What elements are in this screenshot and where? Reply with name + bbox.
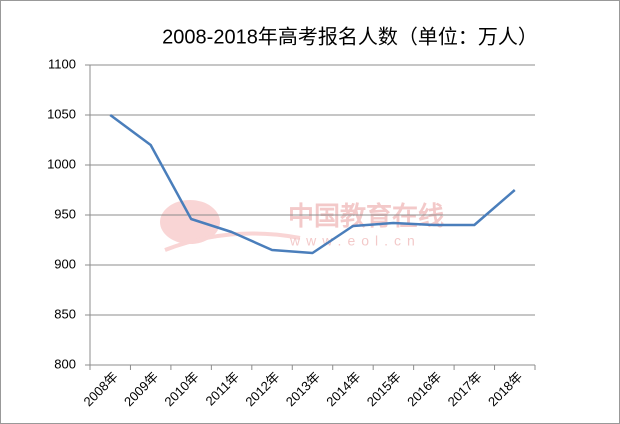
y-tick-label: 1100 [48, 56, 76, 71]
y-tick-label: 1000 [47, 156, 76, 171]
chart-title: 2008-2018年高考报名人数（单位：万人） [162, 25, 538, 48]
watermark-text: 中国教育在线 [288, 201, 444, 231]
line-series [109, 113, 516, 255]
watermark-swoosh [164, 231, 301, 252]
y-tick-label: 850 [54, 306, 76, 321]
y-tick-label: 1050 [47, 106, 76, 121]
watermark-logo [160, 200, 220, 244]
y-tick-label: 800 [54, 356, 76, 371]
y-tick-label: 950 [54, 206, 76, 221]
watermark-url: www.eol.cn [289, 233, 421, 249]
y-tick-label: 900 [54, 256, 76, 271]
